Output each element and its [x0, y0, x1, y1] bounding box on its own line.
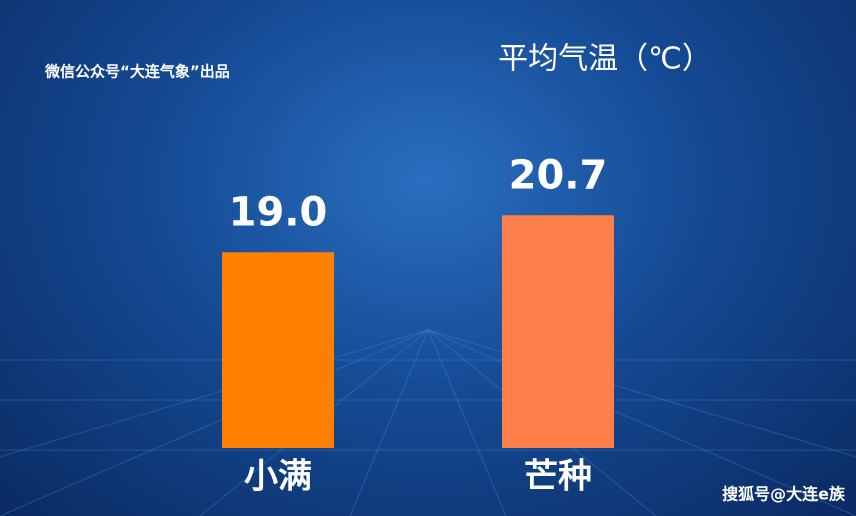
value-label: 20.7	[509, 152, 608, 198]
category-label: 芒种	[524, 457, 592, 497]
value-label: 19.0	[229, 189, 328, 235]
bar	[502, 215, 614, 448]
chart-title: 平均气温（℃）	[498, 42, 712, 77]
bar	[222, 252, 334, 448]
source-note: 微信公众号“大连气象”出品	[44, 63, 230, 81]
watermark: 搜狐号@大连e族	[722, 485, 846, 504]
category-label: 小满	[244, 457, 312, 497]
